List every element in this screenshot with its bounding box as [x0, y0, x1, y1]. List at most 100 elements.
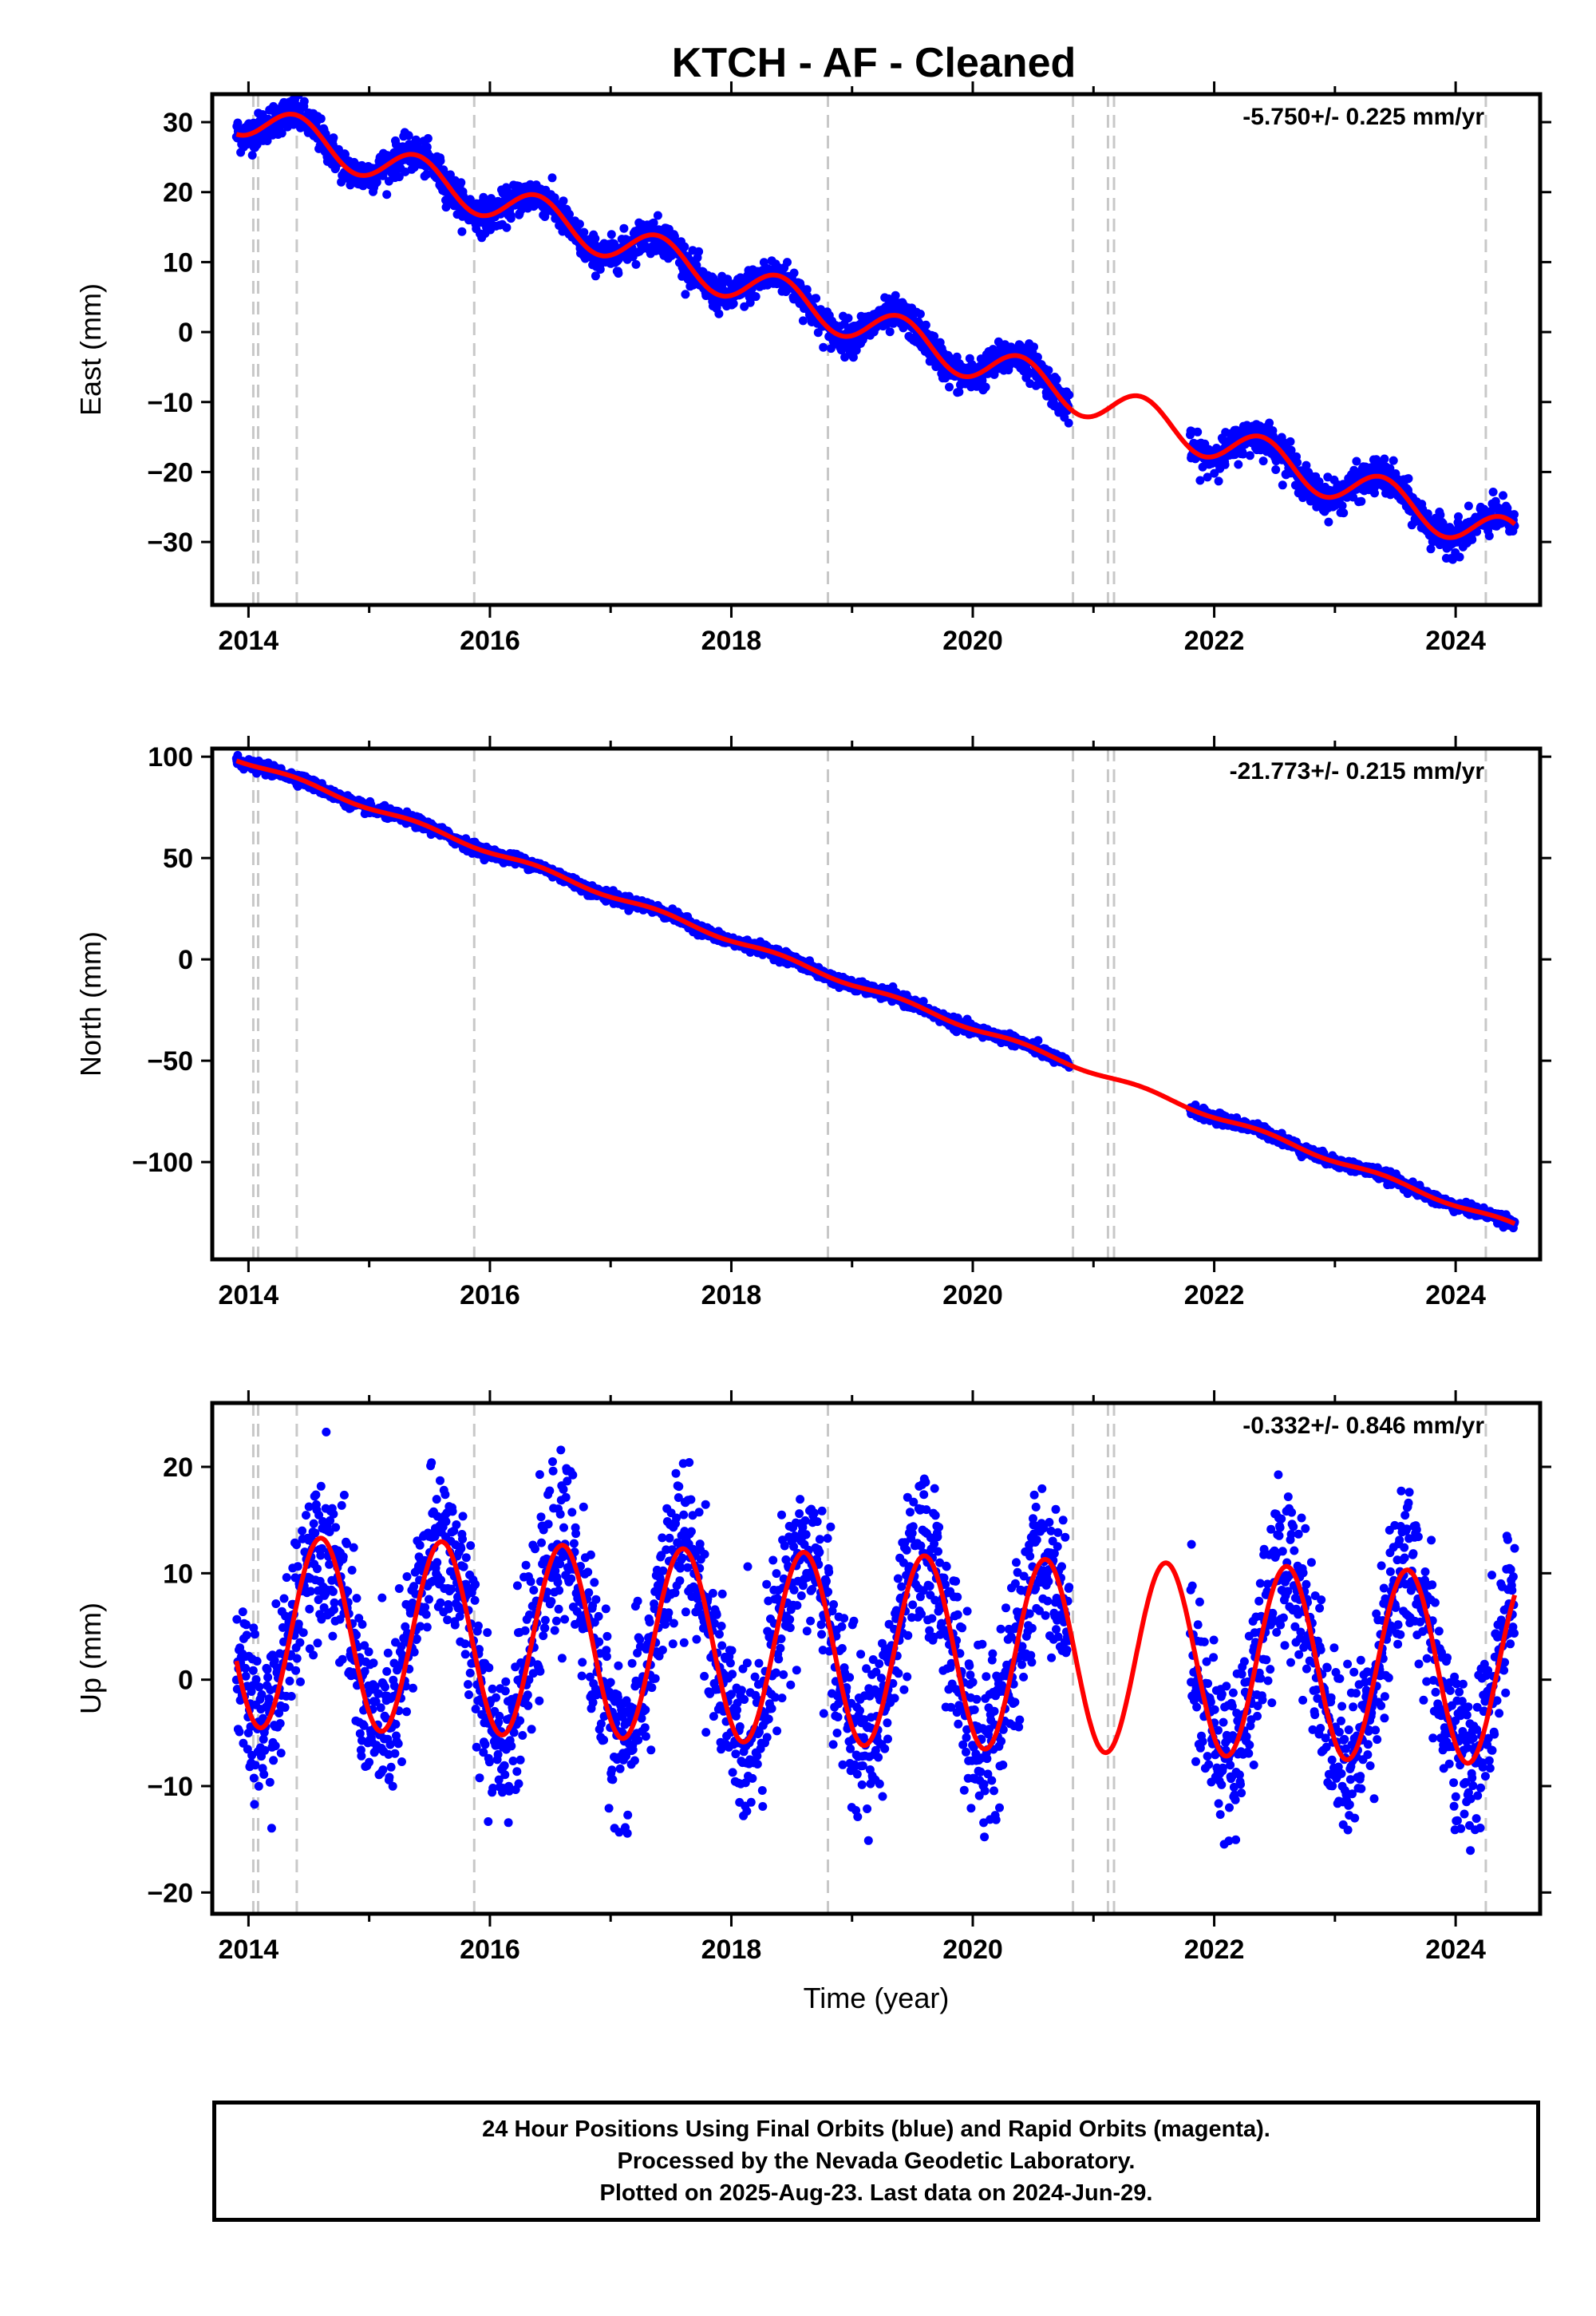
x-tick-label: 2022: [1184, 626, 1245, 656]
y-tick-label: 0: [178, 318, 193, 348]
data-point: [1258, 456, 1268, 466]
data-point: [1436, 510, 1445, 520]
data-point: [247, 151, 257, 160]
data-point: [456, 178, 466, 188]
data-point: [1302, 460, 1311, 470]
data-point: [1445, 523, 1455, 532]
data-point: [565, 210, 574, 219]
east-rate-label: -5.750+/- 0.225 mm/yr: [1242, 104, 1484, 130]
data-point: [812, 294, 821, 303]
data-point: [1389, 456, 1398, 465]
data-point: [233, 118, 243, 128]
data-point: [502, 223, 512, 232]
data-point: [1448, 555, 1457, 564]
y-tick-label: 20: [163, 178, 193, 208]
data-point: [952, 352, 962, 362]
data-point: [680, 242, 689, 251]
data-point: [1195, 476, 1205, 485]
data-point: [382, 190, 392, 200]
data-point: [1245, 451, 1254, 460]
data-point: [372, 177, 381, 187]
data-point: [606, 230, 616, 239]
data-point: [547, 173, 557, 183]
data-point: [1357, 496, 1366, 506]
y-tick-label: −20: [147, 457, 193, 488]
data-point: [1488, 488, 1498, 496]
data-point: [1380, 454, 1389, 464]
data-point: [918, 997, 928, 1006]
data-point: [1033, 353, 1042, 362]
data-point: [1472, 527, 1482, 536]
data-point: [423, 134, 433, 143]
data-point: [404, 131, 413, 140]
data-point: [487, 194, 496, 204]
data-point: [649, 218, 658, 227]
east-y-axis-label: East (mm): [74, 283, 107, 416]
data-point: [759, 258, 768, 267]
data-point: [981, 382, 990, 392]
data-point: [1352, 456, 1361, 466]
y-tick-label: −30: [147, 528, 193, 558]
data-point: [1278, 480, 1287, 490]
x-tick-label: 2016: [460, 626, 520, 656]
y-tick-label: −10: [147, 388, 193, 418]
data-point: [1029, 342, 1038, 352]
data-point: [729, 299, 738, 308]
data-point: [579, 227, 589, 237]
data-point: [745, 298, 755, 307]
chart-title: KTCH - AF - Cleaned: [672, 40, 1077, 86]
data-point: [1404, 474, 1413, 484]
data-point: [1193, 427, 1203, 437]
x-tick-label: 2018: [701, 626, 762, 656]
data-point: [802, 285, 812, 294]
data-point: [299, 97, 309, 106]
data-point: [1339, 508, 1349, 518]
data-point: [1426, 544, 1436, 554]
data-point: [954, 387, 964, 397]
data-point: [329, 133, 338, 143]
data-point: [843, 314, 853, 323]
data-point: [1044, 366, 1053, 375]
data-point: [1454, 512, 1463, 521]
data-point: [653, 211, 662, 220]
data-point: [789, 268, 799, 278]
data-point: [1464, 501, 1473, 511]
data-point: [591, 234, 600, 243]
data-point: [1033, 1036, 1043, 1045]
data-point: [1265, 418, 1274, 428]
data-point: [1286, 437, 1295, 446]
data-point: [915, 310, 925, 318]
data-point: [1293, 458, 1302, 467]
data-point: [1065, 390, 1074, 400]
data-point: [694, 247, 704, 256]
data-point: [819, 342, 828, 352]
data-point: [1499, 491, 1507, 500]
data-point: [263, 136, 272, 145]
data-point: [945, 382, 954, 392]
data-point: [575, 219, 584, 229]
data-point: [1214, 476, 1223, 486]
data-point: [316, 114, 326, 124]
data-point: [783, 258, 792, 267]
data-point: [681, 290, 690, 299]
data-point: [394, 172, 404, 182]
data-point: [798, 316, 808, 326]
data-point: [1064, 418, 1073, 428]
y-tick-label: 30: [163, 108, 193, 138]
data-point: [714, 309, 724, 318]
data-point: [1324, 517, 1333, 527]
data-point: [978, 376, 987, 385]
data-point: [1314, 477, 1324, 486]
data-point: [930, 331, 939, 341]
data-point: [1234, 460, 1243, 469]
data-point: [457, 227, 467, 236]
data-point: [921, 320, 930, 330]
data-point: [1238, 449, 1248, 459]
data-point: [1468, 535, 1477, 544]
x-tick-label: 2014: [219, 626, 279, 656]
data-point: [277, 128, 286, 138]
data-point: [422, 169, 432, 179]
